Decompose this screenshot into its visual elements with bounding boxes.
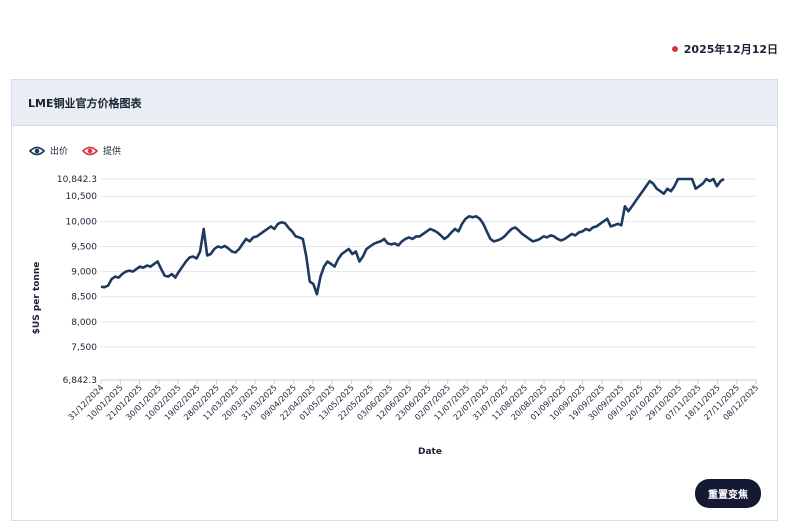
chart-panel: LME铜业官方价格图表 出价 提供 6,842.3 7,500 8,000 8,500… xyxy=(11,79,778,521)
legend-item-offer[interactable]: 提供 xyxy=(82,144,121,157)
y-tick-label: 9,000 xyxy=(71,268,97,278)
panel-title: LME铜业官方价格图表 xyxy=(28,96,142,110)
y-tick-label: 8,500 xyxy=(71,293,97,303)
legend-label-offer: 提供 xyxy=(103,147,122,157)
chart-legend: 出价 提供 xyxy=(29,144,121,157)
y-tick-label: 9,500 xyxy=(71,242,97,252)
series-line-bid[interactable] xyxy=(100,177,725,296)
legend-item-bid[interactable]: 出价 xyxy=(29,144,68,157)
legend-label-bid: 出价 xyxy=(50,147,69,157)
panel-header: LME铜业官方价格图表 xyxy=(12,80,777,126)
x-axis-ticks: 31/12/202410/01/202521/01/202530/01/2025… xyxy=(66,380,760,422)
chart-series xyxy=(100,177,725,296)
y-axis-label: $US per tonne xyxy=(32,262,42,335)
chart-grid xyxy=(101,178,756,381)
y-tick-label: 7,500 xyxy=(71,343,97,353)
eye-icon xyxy=(82,146,99,155)
y-tick-label: 10,842.3 xyxy=(57,175,97,185)
price-chart[interactable]: 6,842.3 7,500 8,000 8,500 9,000 9,500 10,000 10… xyxy=(12,80,777,520)
y-axis-ticks: 6,842.3 7,500 8,000 8,500 9,000 9,500 10,000 10… xyxy=(57,175,97,386)
reset-zoom-button[interactable]: 重置变焦 xyxy=(695,479,761,508)
y-tick-label: 6,842.3 xyxy=(63,376,97,386)
y-tick-label: 10,500 xyxy=(66,192,98,202)
status-dot-icon xyxy=(671,46,678,52)
y-tick-label: 10,000 xyxy=(66,217,98,227)
report-date-text: 2025年12月12日 xyxy=(683,43,778,56)
report-date: 2025年12月12日 xyxy=(671,41,778,57)
eye-icon xyxy=(29,146,45,155)
y-tick-label: 8,000 xyxy=(71,318,97,328)
x-axis-label: Date xyxy=(418,447,442,457)
